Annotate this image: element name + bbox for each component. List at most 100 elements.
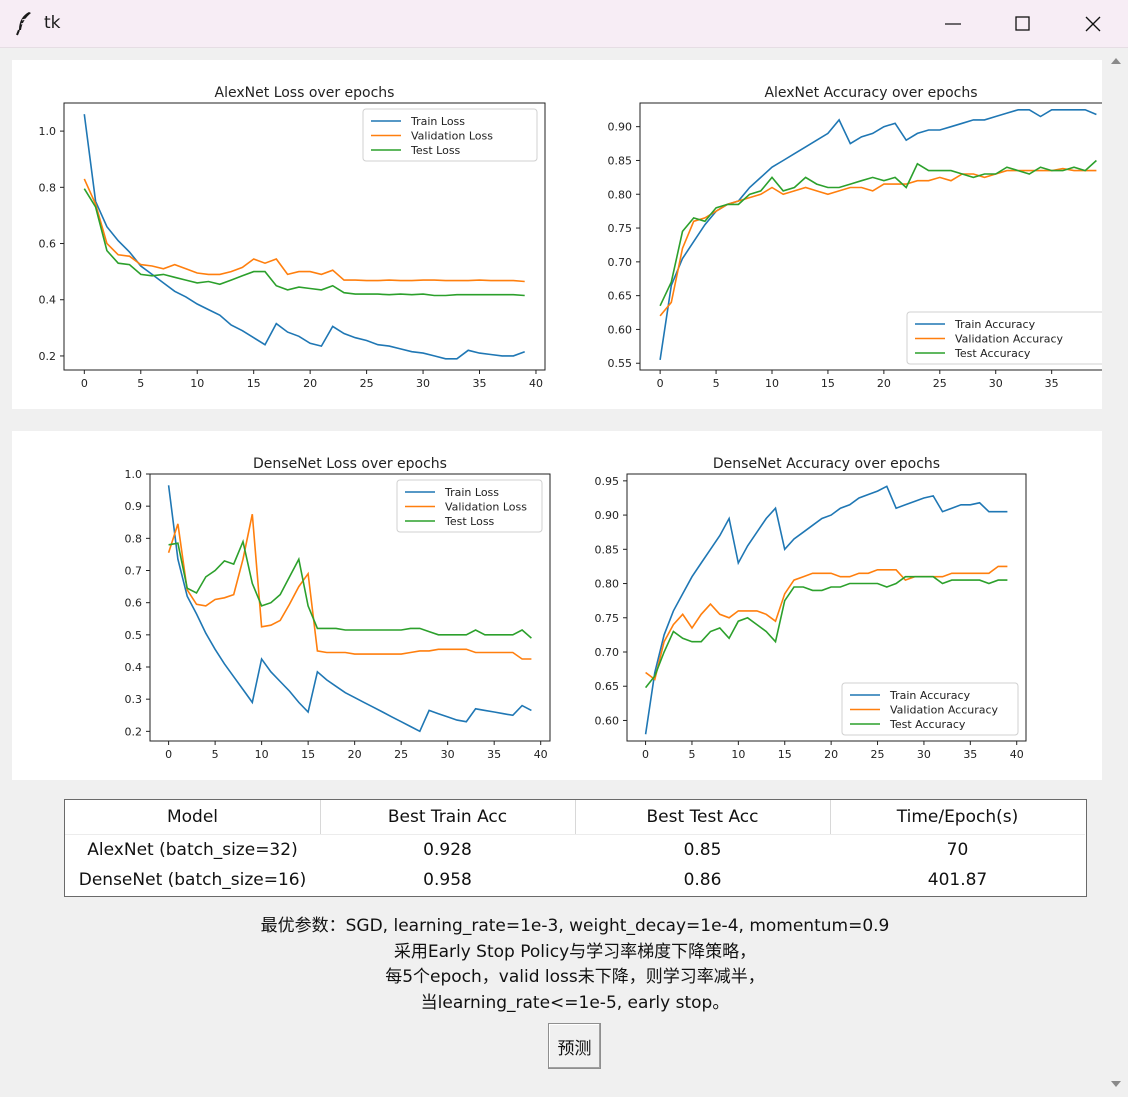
feather-icon <box>16 12 31 36</box>
plot-frame <box>149 473 551 742</box>
series-line-train-accuracy <box>644 485 1008 735</box>
x-tick-label: 10 <box>765 377 779 390</box>
maximize-button[interactable] <box>988 0 1058 47</box>
legend-box <box>841 682 1019 736</box>
x-tick-label: 15 <box>778 748 792 761</box>
row-best-test-acc: 0.85 <box>683 840 722 860</box>
row-time-per-epoch: 70 <box>946 840 969 860</box>
plot-frame <box>63 102 546 371</box>
y-tick-label: 0.2 <box>125 725 143 738</box>
x-tick-label: 15 <box>247 377 261 390</box>
x-tick-label: 35 <box>1045 377 1059 390</box>
minimize-button[interactable] <box>918 0 988 47</box>
y-tick-label: 0.7 <box>125 565 143 578</box>
series-line-train-loss <box>167 485 532 733</box>
y-tick-label: 0.5 <box>125 629 143 642</box>
x-tick-label: 35 <box>473 377 487 390</box>
chart-title: AlexNet Accuracy over epochs <box>764 85 977 101</box>
x-tick-label: 25 <box>871 748 885 761</box>
x-tick-label: 0 <box>657 377 664 390</box>
y-tick-label: 0.9 <box>125 500 143 513</box>
x-tick-label: 15 <box>821 377 835 390</box>
legend-label: Validation Accuracy <box>890 704 999 717</box>
chart-title: DenseNet Accuracy over epochs <box>713 456 940 472</box>
y-tick-label: 0.60 <box>595 714 620 727</box>
y-tick-label: 0.6 <box>39 238 57 251</box>
y-tick-label: 0.80 <box>595 578 620 591</box>
plot-frame <box>626 473 1027 742</box>
scroll-up-arrow-icon[interactable] <box>1109 54 1123 68</box>
legend-label: Validation Loss <box>445 501 527 514</box>
densenet-loss-chart: DenseNet Loss over epochs 0 5 10 15 20 25 30 35 4… <box>125 456 551 761</box>
table-header-cell[interactable] <box>830 800 1085 835</box>
row-best-test-acc: 0.86 <box>683 870 722 890</box>
row-time-per-epoch: 401.87 <box>927 870 988 890</box>
header-time-per-epoch: Time/Epoch(s) <box>896 807 1019 827</box>
note-line-params: 最优参数：SGD, learning_rate=1e-3, weight_dec… <box>260 916 890 936</box>
x-tick-label: 5 <box>212 748 219 761</box>
close-icon <box>1085 16 1101 32</box>
note-line-lr-halving: 每5个epoch，valid loss未下降，则学习率减半， <box>385 967 765 987</box>
y-tick-label: 0.90 <box>608 121 633 134</box>
legend-label: Test Loss <box>444 515 495 528</box>
x-tick-label: 25 <box>394 748 408 761</box>
legend-label: Train Loss <box>444 486 499 499</box>
plot-frame <box>639 102 1102 371</box>
series-line-test-loss <box>168 538 532 639</box>
series-line-test-accuracy <box>659 159 1097 307</box>
densenet-accuracy-chart: DenseNet Accuracy over epochs 0 5 10 15 20 25 3… <box>595 456 1027 761</box>
x-tick-label: 20 <box>348 748 362 761</box>
y-tick-label: 0.70 <box>608 256 633 269</box>
densenet-figure-canvas: DenseNet Loss over epochs 0 5 10 15 20 25 30 35 4… <box>125 456 1027 761</box>
y-tick-label: 1.0 <box>39 125 57 138</box>
y-tick-label: 0.85 <box>595 543 620 556</box>
legend-label: Validation Loss <box>411 130 493 143</box>
series-line-validation-accuracy <box>645 565 1008 681</box>
x-tick-label: 30 <box>416 377 430 390</box>
table-header-cell[interactable] <box>575 800 831 835</box>
vertical-scrollbar[interactable] <box>1104 48 1128 1097</box>
series-line-validation-accuracy <box>659 167 1097 317</box>
legend-label: Train Accuracy <box>954 318 1036 331</box>
legend-label: Train Accuracy <box>889 689 971 702</box>
x-tick-label: 10 <box>190 377 204 390</box>
table-header-cell[interactable] <box>320 800 576 835</box>
y-tick-label: 0.75 <box>608 222 633 235</box>
x-tick-label: 10 <box>731 748 745 761</box>
x-tick-label: 25 <box>360 377 374 390</box>
alexnet-figure: AlexNet Loss over epochs 0 5 10 15 20 25 30 35 40… <box>12 60 1113 409</box>
close-button[interactable] <box>1058 0 1128 47</box>
window-title: tk <box>44 13 61 33</box>
x-tick-label: 35 <box>963 748 977 761</box>
legend-box <box>396 479 543 533</box>
x-tick-label: 5 <box>688 748 695 761</box>
y-tick-label: 0.95 <box>595 475 620 488</box>
x-tick-label: 30 <box>917 748 931 761</box>
x-tick-label: 0 <box>642 748 649 761</box>
header-best-test-acc: Best Test Acc <box>646 807 759 827</box>
y-tick-label: 0.3 <box>125 693 143 706</box>
x-tick-label: 40 <box>1010 748 1024 761</box>
legend-label: Train Loss <box>410 115 465 128</box>
y-tick-label: 0.8 <box>39 181 57 194</box>
series-line-validation-loss <box>167 514 532 660</box>
densenet-figure: DenseNet Loss over epochs 0 5 10 15 20 25 30 35 4… <box>12 431 1102 780</box>
y-tick-label: 0.8 <box>125 532 143 545</box>
y-tick-label: 0.4 <box>125 661 143 674</box>
maximize-icon <box>1015 16 1030 31</box>
y-tick-label: 0.70 <box>595 646 620 659</box>
table-header-cell[interactable] <box>65 800 321 835</box>
y-tick-label: 0.75 <box>595 612 620 625</box>
legend-label: Test Accuracy <box>954 347 1031 360</box>
x-tick-label: 20 <box>303 377 317 390</box>
alexnet-loss-chart: AlexNet Loss over epochs 0 5 10 15 20 25 30 35 40… <box>39 85 546 390</box>
results-table: Model Best Train Acc Best Test Acc Time/… <box>64 799 1087 897</box>
row-best-train-acc: 0.928 <box>423 840 472 860</box>
y-tick-label: 0.6 <box>125 597 143 610</box>
y-tick-label: 0.80 <box>608 188 633 201</box>
x-tick-label: 35 <box>487 748 501 761</box>
predict-button[interactable]: 预测 <box>548 1023 601 1069</box>
header-model: Model <box>166 807 219 827</box>
legend-box <box>362 108 538 162</box>
scroll-down-arrow-icon[interactable] <box>1109 1077 1123 1091</box>
